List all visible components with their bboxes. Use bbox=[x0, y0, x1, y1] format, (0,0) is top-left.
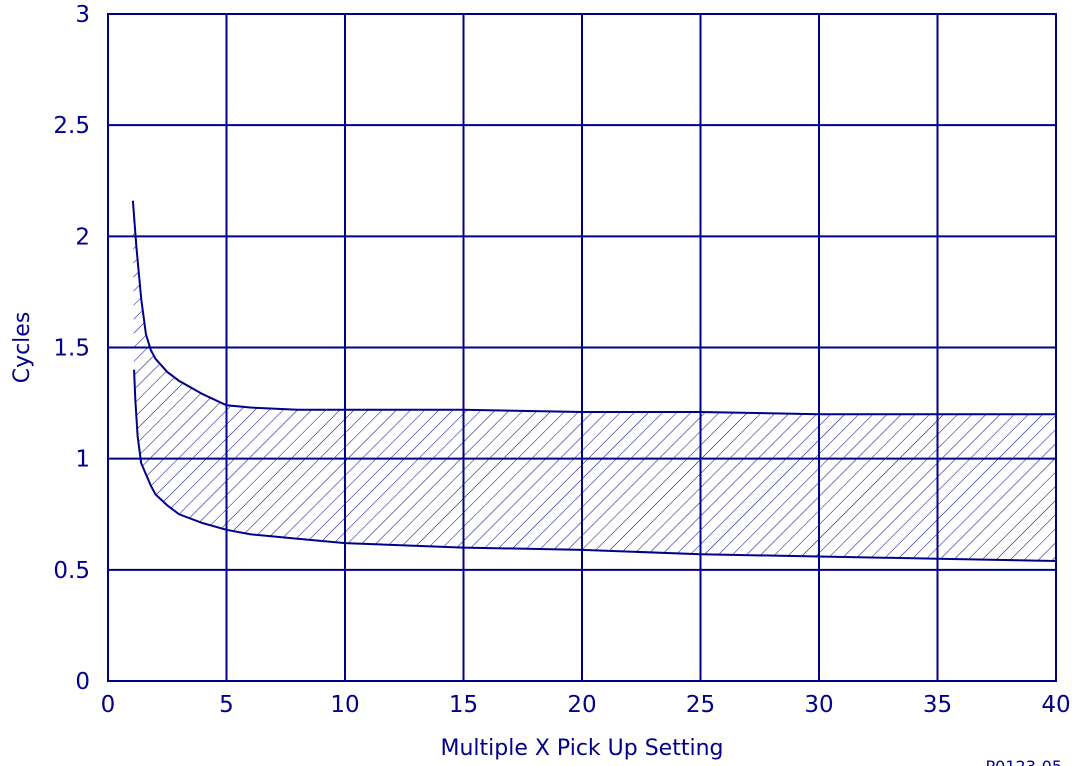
y-tick-label: 0 bbox=[75, 669, 90, 695]
grid bbox=[107, 13, 1057, 682]
x-tick-label: 5 bbox=[219, 692, 234, 718]
y-tick-label: 2.5 bbox=[53, 113, 90, 139]
x-tick-label: 35 bbox=[923, 692, 952, 718]
lower-bound-curve bbox=[133, 369, 1057, 562]
x-axis-title: Multiple X Pick Up Setting bbox=[440, 736, 723, 761]
y-tick-label: 1.5 bbox=[53, 336, 90, 362]
x-tick-labels: 0 5 10 15 20 25 30 35 40 bbox=[101, 692, 1071, 718]
plot-frame bbox=[107, 13, 1057, 682]
band-area-layer bbox=[132, 200, 1056, 561]
x-tick-label: 30 bbox=[804, 692, 833, 718]
y-tick-label: 2 bbox=[75, 224, 90, 250]
x-tick-label: 40 bbox=[1041, 692, 1070, 718]
x-tick-label: 10 bbox=[330, 692, 359, 718]
figure-code-label: P0123-05 bbox=[986, 757, 1063, 766]
hatched-band-area bbox=[132, 200, 1056, 561]
series-layer bbox=[131, 200, 1057, 562]
y-tick-label: 3 bbox=[75, 2, 90, 28]
x-tick-label: 0 bbox=[101, 692, 116, 718]
y-tick-label: 0.5 bbox=[53, 558, 90, 584]
y-axis-title: Cycles bbox=[10, 312, 35, 384]
x-tick-label: 25 bbox=[686, 692, 715, 718]
x-tick-label: 20 bbox=[567, 692, 596, 718]
x-tick-label: 15 bbox=[449, 692, 478, 718]
upper-bound-curve bbox=[131, 200, 1056, 416]
y-tick-labels: 0 0.5 1 1.5 2 2.5 3 bbox=[53, 2, 90, 695]
y-tick-label: 1 bbox=[75, 447, 90, 473]
